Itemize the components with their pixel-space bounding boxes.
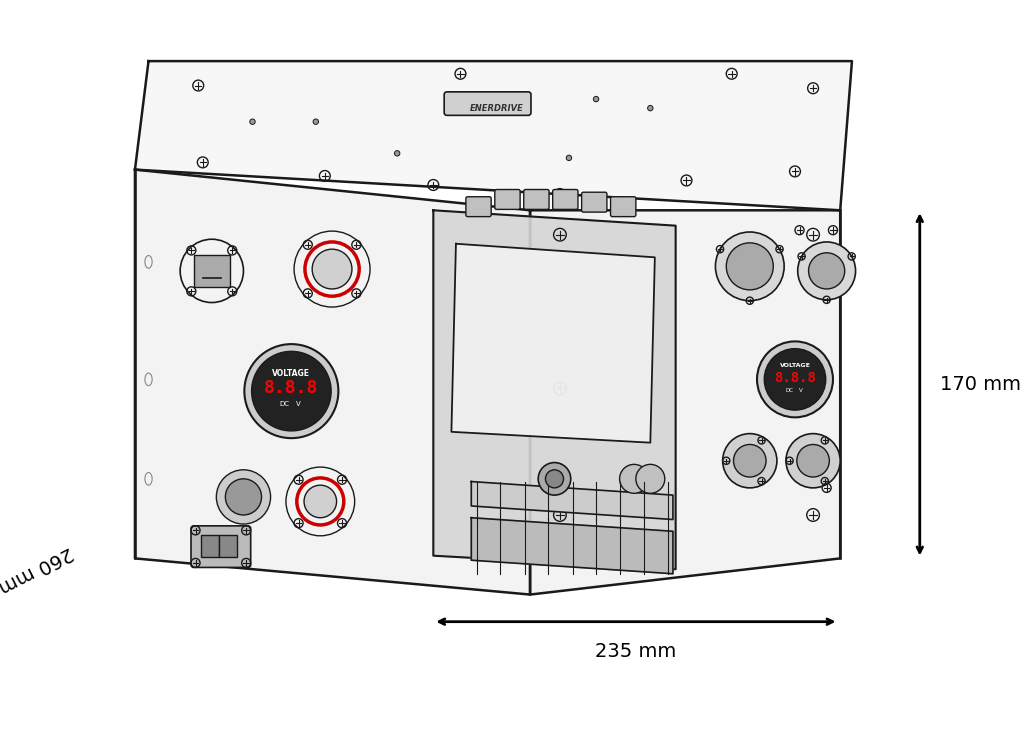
Circle shape [313, 119, 318, 125]
Polygon shape [471, 482, 673, 519]
Circle shape [723, 433, 777, 488]
FancyBboxPatch shape [194, 255, 230, 287]
Circle shape [757, 341, 833, 418]
Text: 8.8.8: 8.8.8 [264, 379, 318, 397]
Circle shape [593, 96, 599, 102]
Circle shape [726, 243, 773, 290]
Text: 8.8.8: 8.8.8 [774, 371, 816, 385]
Text: V: V [296, 401, 301, 407]
Polygon shape [433, 211, 676, 569]
FancyBboxPatch shape [219, 535, 238, 557]
Polygon shape [530, 211, 841, 595]
Circle shape [304, 485, 337, 518]
FancyBboxPatch shape [523, 190, 549, 209]
Text: 260 mm: 260 mm [0, 543, 76, 597]
Circle shape [312, 249, 352, 289]
Circle shape [733, 444, 766, 477]
Circle shape [809, 252, 845, 289]
Circle shape [636, 465, 665, 493]
FancyBboxPatch shape [610, 196, 636, 217]
FancyBboxPatch shape [191, 526, 251, 568]
Text: DC: DC [280, 401, 289, 407]
Circle shape [250, 119, 255, 125]
Circle shape [225, 479, 261, 515]
Circle shape [786, 433, 841, 488]
Circle shape [716, 232, 784, 301]
Polygon shape [135, 170, 530, 595]
FancyBboxPatch shape [444, 92, 531, 115]
Circle shape [216, 470, 270, 524]
Circle shape [620, 465, 648, 493]
Circle shape [566, 155, 571, 161]
FancyBboxPatch shape [582, 192, 607, 212]
Text: DC: DC [785, 388, 794, 393]
FancyBboxPatch shape [495, 190, 520, 209]
Circle shape [245, 344, 338, 438]
Text: V: V [799, 388, 802, 393]
Circle shape [764, 349, 825, 410]
Text: VOLTAGE: VOLTAGE [779, 363, 810, 368]
Circle shape [797, 444, 829, 477]
Text: 235 mm: 235 mm [595, 642, 677, 660]
Circle shape [394, 151, 400, 156]
Text: ENERDRIVE: ENERDRIVE [470, 104, 523, 113]
Circle shape [252, 351, 331, 431]
Circle shape [798, 242, 856, 300]
FancyBboxPatch shape [201, 535, 219, 557]
Circle shape [546, 470, 563, 488]
Text: 170 mm: 170 mm [940, 375, 1021, 394]
Polygon shape [135, 61, 852, 211]
Text: VOLTAGE: VOLTAGE [272, 368, 310, 377]
Circle shape [539, 462, 570, 495]
Polygon shape [452, 244, 654, 443]
Circle shape [647, 105, 653, 111]
Polygon shape [471, 518, 673, 574]
FancyBboxPatch shape [466, 196, 492, 217]
FancyBboxPatch shape [553, 190, 578, 209]
